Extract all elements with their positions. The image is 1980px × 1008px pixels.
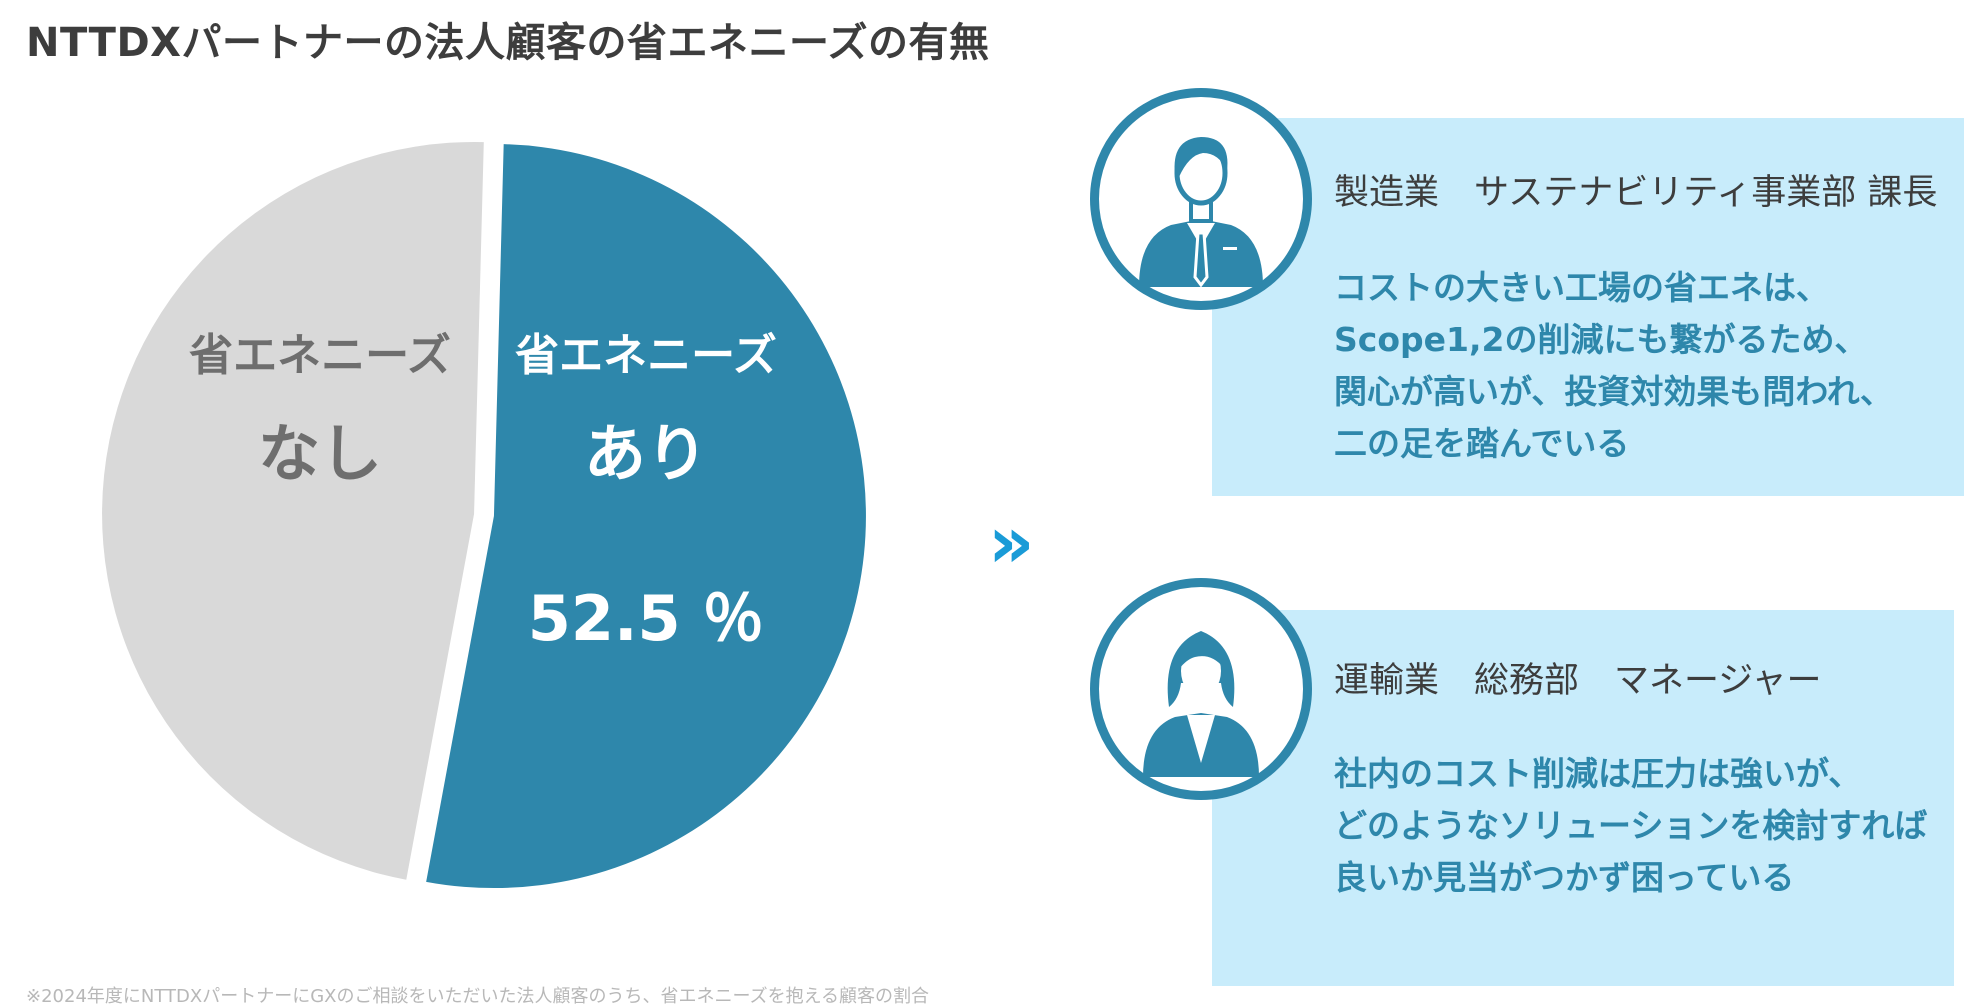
double-chevron-right-icon: » bbox=[988, 500, 1034, 584]
quote-line: 関心が高いが、投資対効果も問われ、 bbox=[1334, 372, 1894, 411]
quote-line: どのようなソリューションを検討すれば bbox=[1334, 806, 1928, 845]
role-label: 製造業 サステナビリティ事業部 課長 bbox=[1334, 173, 1938, 213]
slice-label-line2: なし bbox=[258, 417, 382, 490]
quote-line: 良いか見当がつかず困っている bbox=[1334, 858, 1795, 897]
male-businessman-icon bbox=[1090, 88, 1312, 310]
quote-card-transport bbox=[1212, 610, 1954, 986]
quote-line: コストの大きい工場の省エネは、 bbox=[1334, 268, 1829, 307]
quote-line: 社内のコスト削減は圧力は強いが、 bbox=[1334, 754, 1862, 793]
slice-value-label: 52.5 ％ bbox=[528, 582, 765, 655]
footnote: ※2024年度にNTTDXパートナーにGXのご相談をいただいた法人顧客のうち、省… bbox=[26, 986, 930, 1007]
slice-label-line2: あり bbox=[584, 417, 708, 490]
quote-card-manufacturing bbox=[1212, 118, 1964, 496]
slice-label-line1: 省エネニーズ bbox=[515, 330, 777, 381]
quote-text: コストの大きい工場の省エネは、 Scope1,2の削減にも繋がるため、 関心が高… bbox=[1334, 262, 1893, 470]
female-businesswoman-icon bbox=[1090, 578, 1312, 800]
slice-label-line1: 省エネニーズ bbox=[189, 330, 451, 381]
quote-line: 二の足を踏んでいる bbox=[1334, 424, 1630, 463]
quote-line: Scope1,2の削減にも繋がるため、 bbox=[1334, 320, 1868, 359]
page-title: NTTDXパートナーの法人顧客の省エネニーズの有無 bbox=[26, 20, 990, 66]
quote-text: 社内のコスト削減は圧力は強いが、 どのようなソリューションを検討すれば 良いか見… bbox=[1334, 748, 1927, 904]
pie-slice-あり bbox=[426, 144, 866, 889]
pie-slice-なし bbox=[102, 141, 484, 880]
role-label: 運輸業 総務部 マネージャー bbox=[1334, 661, 1822, 701]
